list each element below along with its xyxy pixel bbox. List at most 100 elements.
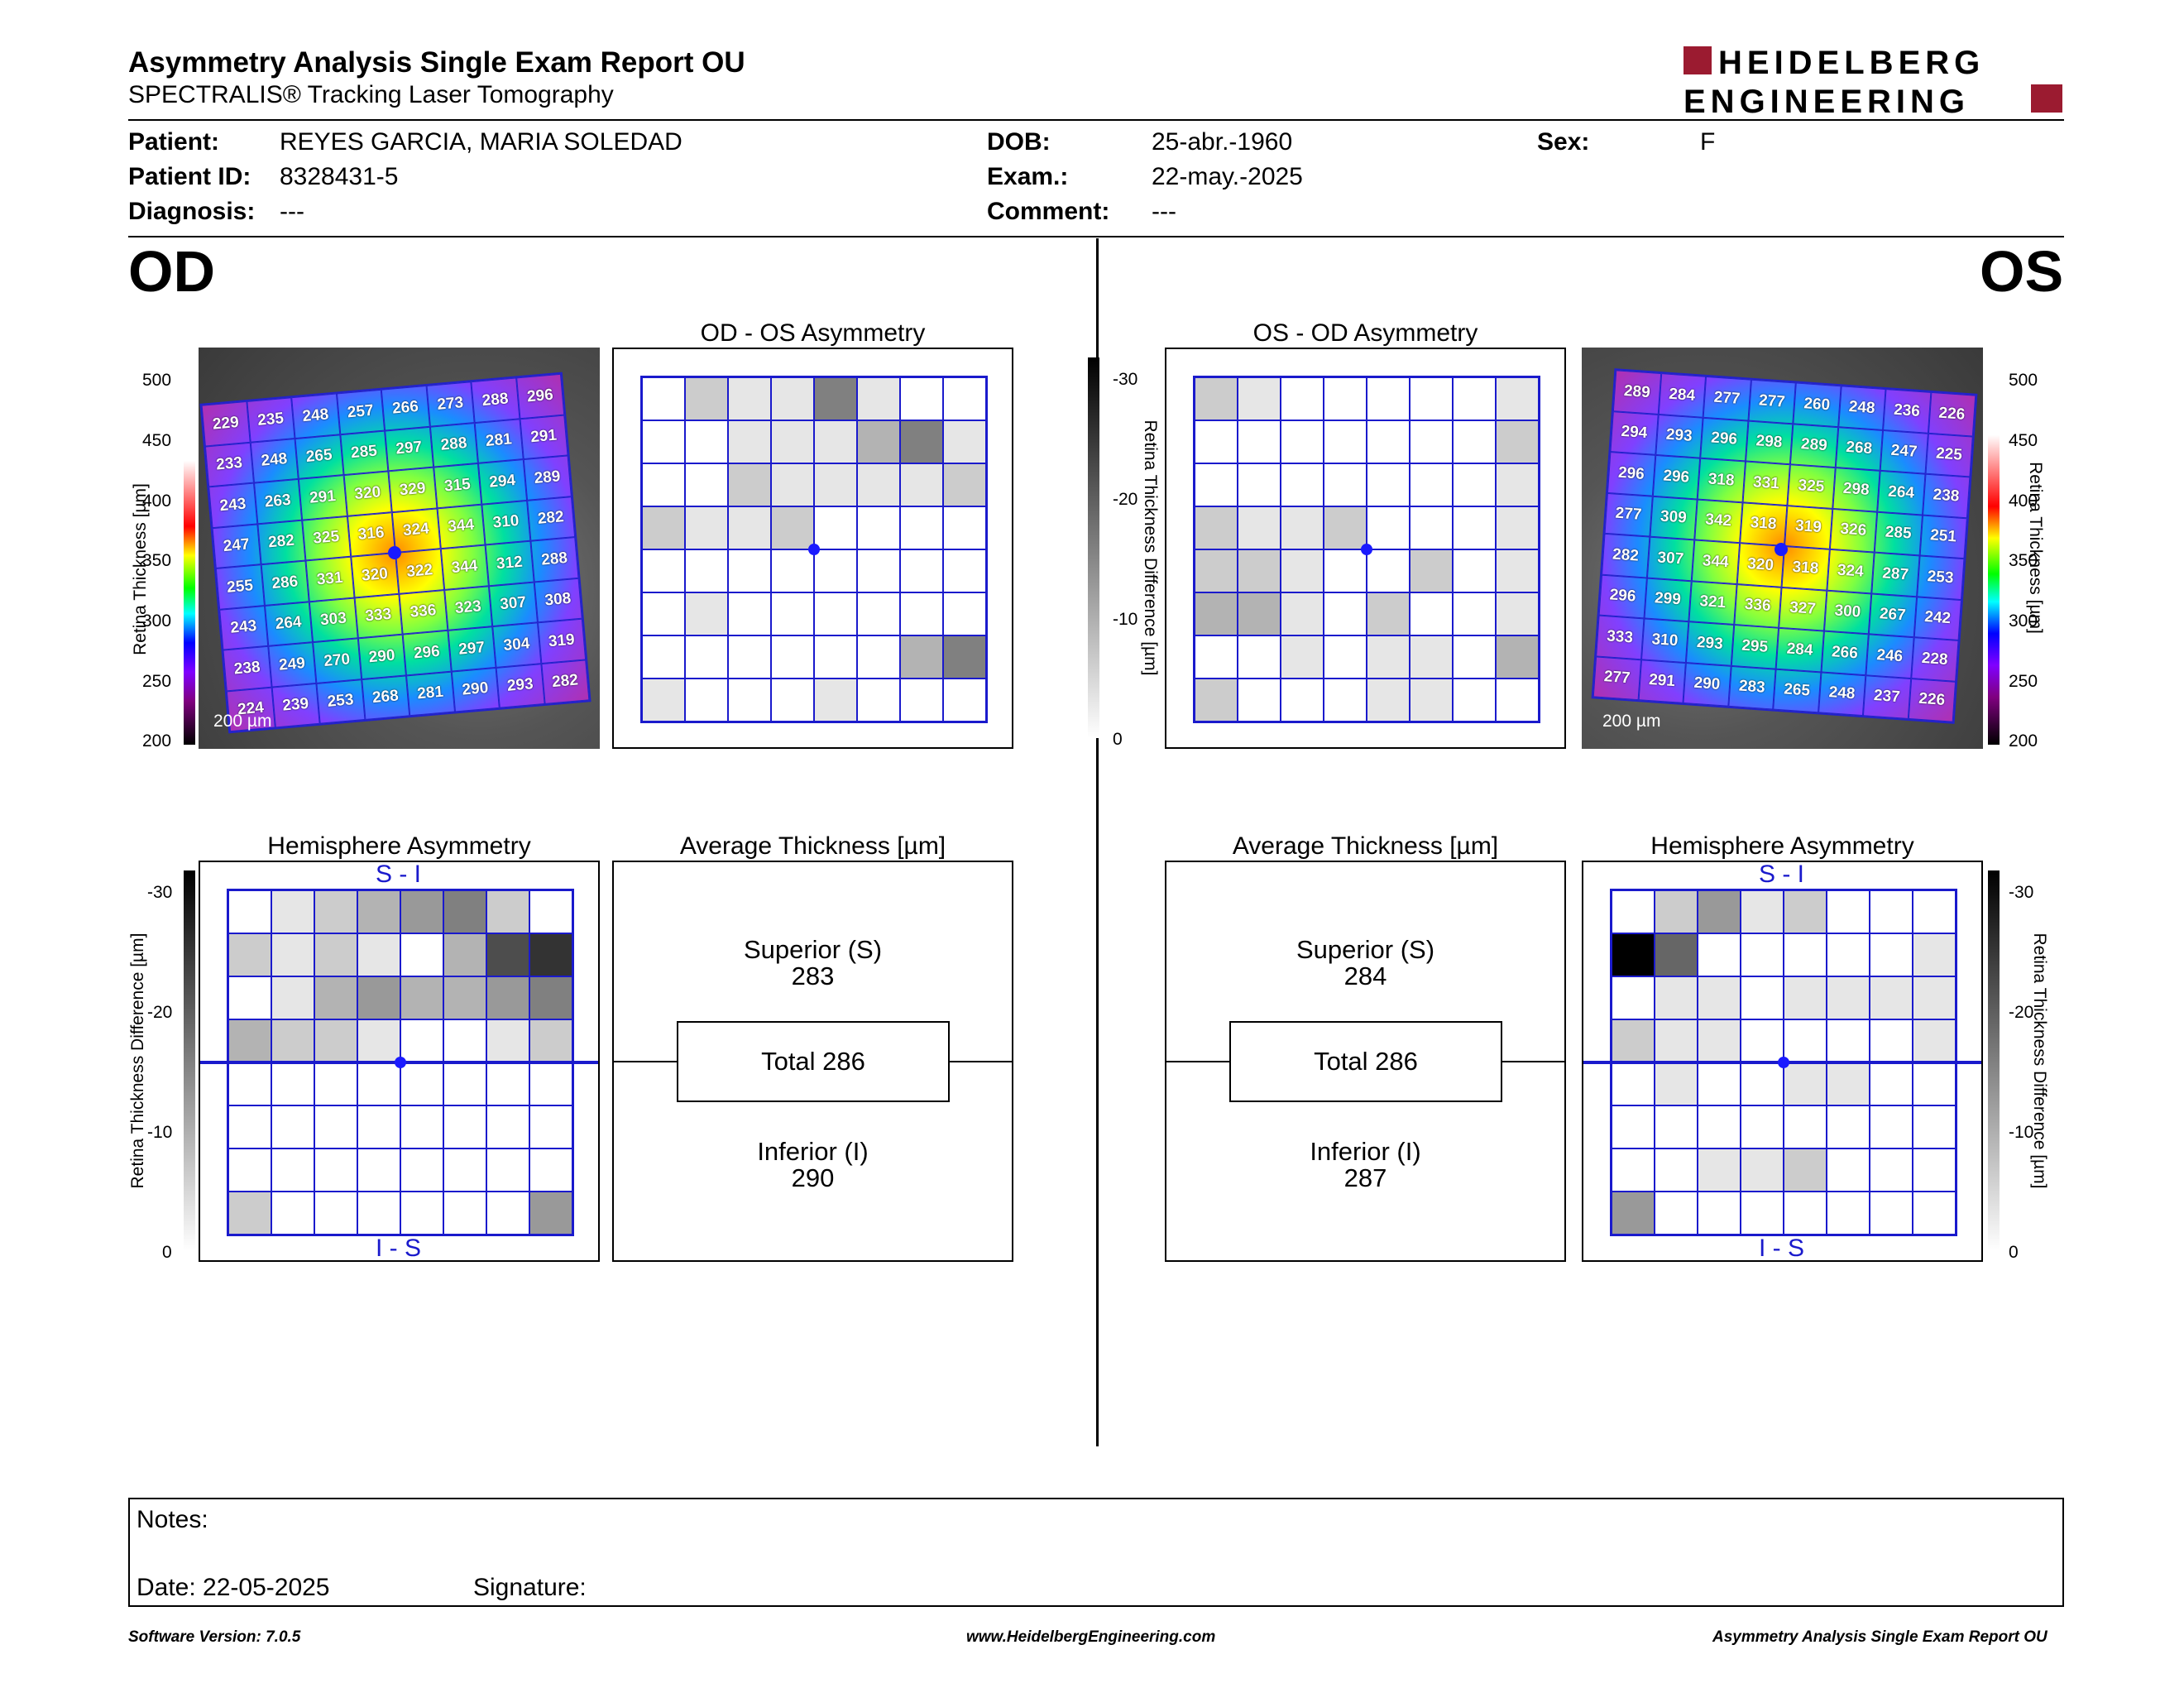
od-thickness-value: 333 — [354, 593, 403, 639]
os-asym-cell — [1324, 420, 1367, 463]
os-asym-cell — [1238, 420, 1281, 463]
od-asym-center — [808, 544, 820, 555]
od-asym-cell — [771, 679, 814, 722]
od-hemi-cell — [486, 1192, 529, 1235]
od-hemi-cell — [314, 890, 357, 933]
od-hemi-cell — [486, 890, 529, 933]
od-hemi-cell — [314, 1149, 357, 1192]
od-thickness-value: 243 — [208, 482, 257, 528]
od-asym-cell — [728, 463, 771, 506]
os-hemi-cell — [1741, 933, 1784, 976]
os-asym-cell — [1238, 506, 1281, 549]
od-thickness-value: 248 — [250, 438, 299, 483]
od-asym-cell — [728, 549, 771, 592]
od-hemi-cell — [400, 1019, 443, 1062]
heidelberg-logo: HEIDELBERG ENGINEERING — [1684, 45, 2062, 117]
os-asym-cell — [1410, 377, 1453, 420]
od-asym-cell — [943, 463, 986, 506]
od-hemi-axis-label: Retina Thickness Difference [µm] — [128, 933, 147, 1189]
os-hemi-cell — [1741, 1149, 1784, 1192]
center-diff-tick: -30 — [1113, 370, 1138, 389]
od-thickness-value: 233 — [204, 442, 254, 487]
os-asym-cell — [1238, 377, 1281, 420]
od-hemi-cell — [443, 1149, 486, 1192]
os-hemi-tick: 0 — [2009, 1243, 2019, 1262]
os-thickness-value: 277 — [1592, 655, 1641, 701]
os-thickness-value: 310 — [1640, 618, 1689, 663]
os-asym-cell — [1238, 679, 1281, 722]
os-hemi-cell — [1698, 1062, 1741, 1105]
notes-box[interactable]: Notes: Date: 22-05-2025 Signature: — [128, 1498, 2064, 1607]
os-hemi-cell — [1784, 933, 1827, 976]
os-scale-bar: 200 µm — [1602, 712, 1661, 731]
os-asym-cell — [1453, 506, 1496, 549]
os-asym-cell — [1195, 635, 1238, 679]
od-thickness-value: 229 — [201, 401, 251, 447]
center-divider — [1096, 238, 1099, 1446]
od-asym-cell — [771, 463, 814, 506]
os-thickness-value: 282 — [1602, 533, 1650, 578]
od-asym-cell — [728, 377, 771, 420]
os-asym-cell — [1453, 592, 1496, 635]
od-hemi-cell — [486, 976, 529, 1019]
od-thickness-value: 320 — [343, 471, 392, 516]
od-asym-cell — [642, 463, 685, 506]
od-thickness-value: 273 — [426, 381, 475, 427]
os-hemi-cell — [1913, 976, 1956, 1019]
os-asym-cell — [1324, 377, 1367, 420]
od-superior-label: Superior (S) — [743, 935, 883, 964]
os-hemi-cell — [1913, 1192, 1956, 1235]
od-hemi-cell — [271, 1105, 314, 1149]
od-thickness-value: 297 — [385, 426, 433, 472]
os-hemi-cell — [1827, 1105, 1870, 1149]
os-asym-cell — [1496, 549, 1539, 592]
os-thickness-value: 284 — [1775, 627, 1824, 672]
os-inferior-value: 287 — [1343, 1163, 1387, 1192]
os-hemi-cell — [1698, 933, 1741, 976]
od-hemi-cell — [228, 1062, 271, 1105]
od-asym-cell — [771, 635, 814, 679]
os-hemi-cell — [1741, 1062, 1784, 1105]
od-thickness-value: 319 — [537, 618, 587, 664]
os-thickness-value: 291 — [1638, 659, 1686, 703]
os-thickness-value: 293 — [1655, 414, 1703, 458]
os-fundus-image: 289 284 277 277 260 248 236 226 294 293 296 298 289 2… — [1582, 348, 1983, 749]
od-thickness-value: 322 — [395, 549, 444, 594]
od-total-box: Total 286 — [677, 1021, 950, 1102]
od-thickness-value: 265 — [295, 434, 344, 479]
od-thickness-value: 288 — [471, 377, 520, 423]
od-asym-cell — [857, 420, 900, 463]
os-asym-cell — [1195, 463, 1238, 506]
os-asym-cell — [1324, 549, 1367, 592]
od-asym-cell — [943, 377, 986, 420]
od-asym-cell — [685, 549, 728, 592]
os-hemi-cell — [1870, 1062, 1913, 1105]
od-hemi-cell — [357, 1192, 400, 1235]
os-thickness-colorbar — [1988, 348, 2000, 745]
od-thickness-value: 288 — [529, 537, 579, 583]
os-asym-title: OS - OD Asymmetry — [1252, 319, 1478, 347]
od-asym-panel — [612, 348, 1013, 749]
os-thickness-value: 277 — [1703, 376, 1751, 421]
os-heading: OS — [1980, 239, 2064, 304]
od-hemi-cell — [228, 1149, 271, 1192]
os-hemi-tick: -30 — [2009, 883, 2034, 902]
od-asym-cell — [857, 592, 900, 635]
logo-line1: HEIDELBERG — [1718, 45, 1985, 81]
os-thickness-value: 318 — [1739, 501, 1788, 546]
os-asym-cell — [1453, 377, 1496, 420]
os-hemi-cell — [1655, 1192, 1698, 1235]
od-hemi-cell — [443, 1105, 486, 1149]
os-superior-label: Superior (S) — [1296, 935, 1435, 964]
os-thickness-value: 327 — [1779, 587, 1827, 631]
os-hemi-cell — [1612, 1192, 1655, 1235]
od-thickness-value: 243 — [219, 605, 268, 650]
os-thickness-value: 226 — [1908, 678, 1956, 722]
os-hemi-cell — [1612, 1019, 1655, 1062]
od-tick: 200 — [142, 731, 172, 750]
od-hemi-cell — [443, 1062, 486, 1105]
os-hemi-cell — [1741, 1019, 1784, 1062]
os-thickness-value: 242 — [1913, 596, 1962, 640]
od-hemi-title: Hemisphere Asymmetry — [267, 832, 531, 860]
od-hemi-cell — [443, 933, 486, 976]
